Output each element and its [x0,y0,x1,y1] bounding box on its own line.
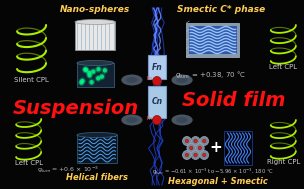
Circle shape [200,136,209,146]
Bar [148,55,166,79]
Circle shape [98,73,105,80]
Circle shape [82,66,89,73]
Circle shape [191,150,200,160]
Ellipse shape [77,132,117,138]
Text: Right CPL: Right CPL [267,159,300,165]
Circle shape [185,139,188,143]
Ellipse shape [77,60,114,66]
Text: Suspension: Suspension [13,98,139,118]
Circle shape [187,143,195,153]
Circle shape [79,80,84,85]
Text: +: + [209,140,222,156]
Circle shape [96,67,101,71]
Circle shape [91,70,95,74]
Circle shape [200,150,209,160]
Circle shape [153,115,161,125]
Circle shape [182,136,191,146]
Circle shape [89,80,94,84]
Circle shape [83,67,88,72]
Bar [189,26,237,54]
Text: g$_{lum}$ = +0.6 × 10$^{-3}$: g$_{lum}$ = +0.6 × 10$^{-3}$ [37,165,99,175]
Circle shape [95,66,102,73]
Ellipse shape [75,19,116,25]
Circle shape [191,136,200,146]
Ellipse shape [171,74,193,85]
Text: Helical fibers: Helical fibers [66,174,128,183]
Circle shape [194,139,197,143]
Circle shape [198,146,202,150]
Circle shape [195,143,204,153]
Text: Fn: Fn [146,115,152,121]
Text: g$_{lum}$ = −0.61 × 10$^{-3}$ to −5.96 × 10$^{-3}$, 180 °C: g$_{lum}$ = −0.61 × 10$^{-3}$ to −5.96 ×… [152,167,274,177]
Text: Fn: Fn [152,63,162,71]
Text: Hexagonal + Smectic: Hexagonal + Smectic [168,177,268,185]
Text: Nano-spheres: Nano-spheres [60,5,130,13]
Circle shape [102,67,108,74]
Ellipse shape [176,77,188,83]
Circle shape [182,150,191,160]
Bar [148,86,166,118]
Text: Fn: Fn [146,77,152,81]
Bar [186,23,240,57]
Ellipse shape [121,115,143,125]
Ellipse shape [126,77,138,83]
Circle shape [88,73,92,78]
Text: Smectic C* phase: Smectic C* phase [177,5,265,13]
Text: g$_{lum}$ = +0.38, 70 °C: g$_{lum}$ = +0.38, 70 °C [175,69,247,81]
Circle shape [103,68,107,73]
Text: Cn: Cn [151,98,162,106]
Circle shape [86,69,93,76]
Circle shape [84,68,88,72]
Bar [75,22,116,50]
Circle shape [87,71,91,75]
Circle shape [202,139,206,143]
Ellipse shape [121,74,143,85]
Ellipse shape [126,117,138,123]
Circle shape [79,77,86,84]
Circle shape [86,72,93,79]
Circle shape [100,74,104,79]
Circle shape [90,68,97,75]
Circle shape [80,79,85,83]
Ellipse shape [176,117,188,123]
Circle shape [194,153,197,157]
Circle shape [202,153,206,157]
Text: Left CPL: Left CPL [15,160,43,166]
Circle shape [83,67,89,74]
Circle shape [185,153,188,157]
Bar [224,131,251,165]
Circle shape [189,146,193,150]
Bar [77,63,114,87]
Text: Silent CPL: Silent CPL [14,77,49,83]
Circle shape [88,79,95,86]
Circle shape [96,76,100,81]
Text: Left CPL: Left CPL [269,64,297,70]
Ellipse shape [171,115,193,125]
Circle shape [78,79,85,86]
Circle shape [95,75,102,82]
Circle shape [153,77,161,85]
Bar [77,135,117,163]
Text: Solid film: Solid film [182,91,286,109]
